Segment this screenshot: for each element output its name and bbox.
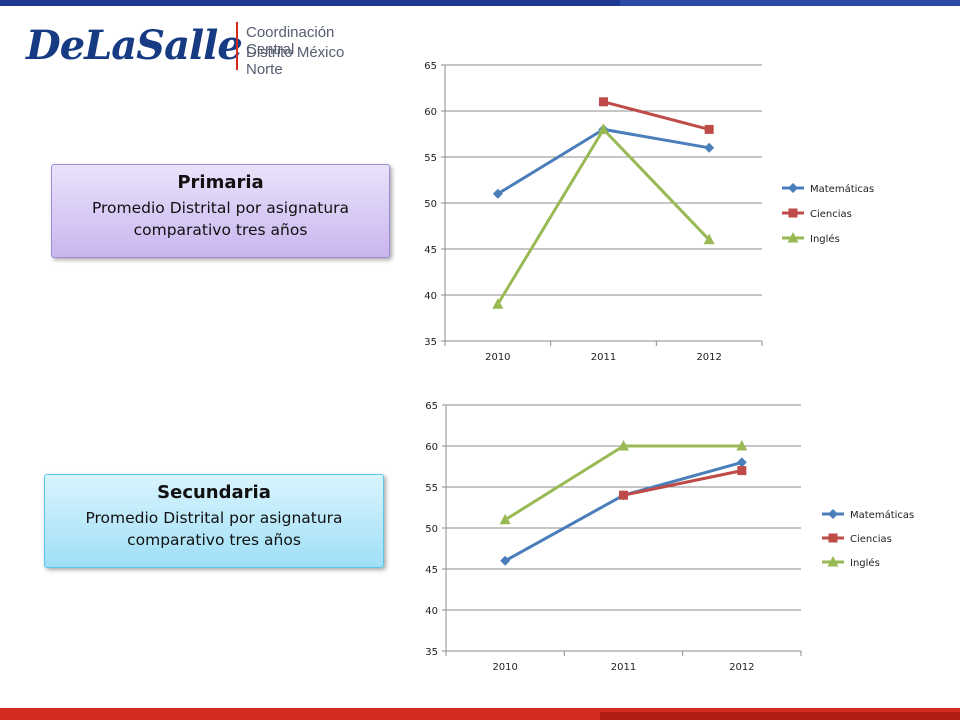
primaria-series-matematicas-point [492,188,503,199]
secundaria-series-ingles-point [618,440,629,451]
top-bar [0,0,960,6]
primaria-legend-marker [788,208,798,218]
secundaria-series-ingles-line [504,444,742,522]
logo-divider [236,22,238,70]
top-bar-accent [620,0,960,6]
secundaria-series-matematicas-point [618,490,629,501]
secundaria-legend-label: Ciencias [850,534,892,545]
primaria-series-ciencias-point [704,124,714,134]
primaria-series-ingles-point [492,298,504,309]
secundaria-series-ingles-point [499,513,511,525]
secundaria-series-ciencias-point [619,490,628,500]
primaria-series-ingles-line [496,127,711,305]
primaria-legend-label: Ciencias [810,209,852,220]
primaria-title: Primaria [177,172,264,193]
secundaria-series-matematicas-point [736,457,747,468]
secundaria-title: Secundaria [157,482,271,503]
primaria-series-ingles-point [703,233,715,245]
logo-line-1: Coordinación Central [246,24,335,58]
secundaria-legend-marker [828,533,838,543]
secundaria-legend-label: Inglés [850,557,880,569]
secundaria-y-tick-label: 60 [425,442,438,453]
secundaria-y-tick-label: 45 [425,565,438,576]
primaria-y-tick-label: 60 [424,107,437,118]
primaria-y-tick-label: 65 [424,61,437,72]
primaria-x-tick-label: 2011 [591,352,616,363]
secundaria-series-ingles-point [736,440,748,451]
secundaria-series-matematicas-point [500,555,511,566]
secundaria-x-tick-label: 2010 [492,662,517,673]
secundaria-legend-label: Matemáticas [850,509,914,521]
primaria-legend-label: Matemáticas [810,183,874,195]
secundaria-legend-marker [828,509,838,519]
primaria-series-matematicas-line [497,127,710,196]
primaria-x-tick-label: 2012 [696,352,721,363]
secundaria-x-tick-label: 2012 [729,662,754,673]
primaria-legend-marker [788,183,798,193]
secundaria-series-ciencias-line [623,469,743,497]
secundaria-description: Promedio Distrital por asignatura compar… [85,509,343,549]
primaria-y-tick-label: 55 [424,153,437,164]
primaria-series-matematicas-point [704,142,715,153]
secundaria-y-tick-label: 35 [425,647,438,658]
secundaria-series-matematicas-line [504,460,743,563]
primaria-series-matematicas-point [598,124,609,135]
primaria-x-tick-label: 2010 [485,352,510,363]
secundaria-series-ciencias-point [737,466,747,476]
primaria-y-tick-label: 40 [424,291,437,302]
secundaria-y-tick-label: 40 [425,606,438,617]
primaria-y-tick-label: 50 [424,199,437,210]
secundaria-legend-marker [827,556,839,567]
bottom-stripe-accent [600,712,960,720]
primaria-legend-label: Inglés [810,233,840,245]
primaria-callout: Primaria Promedio Distrital por asignatu… [51,164,390,258]
secundaria-y-tick-label: 55 [425,483,438,494]
primaria-legend-marker [787,232,799,243]
logo: DeLaSalle Coordinación Central Distrito … [22,18,382,78]
secundaria-callout: Secundaria Promedio Distrital por asigna… [44,474,384,568]
logo-line-2: Distrito México Norte [246,44,345,78]
primaria-series-ciencias-line [603,100,710,131]
primaria-series-ingles-point [598,123,609,134]
secundaria-y-tick-label: 65 [425,401,438,412]
primaria-description: Promedio Distrital por asignatura compar… [91,199,350,239]
primaria-y-tick-label: 45 [424,245,437,256]
secundaria-y-tick-label: 50 [425,524,438,535]
secundaria-x-tick-label: 2011 [611,662,636,673]
logo-wordmark: DeLaSalle [26,22,243,69]
primaria-y-tick-label: 35 [424,337,437,348]
primaria-series-ciencias-point [599,97,608,107]
